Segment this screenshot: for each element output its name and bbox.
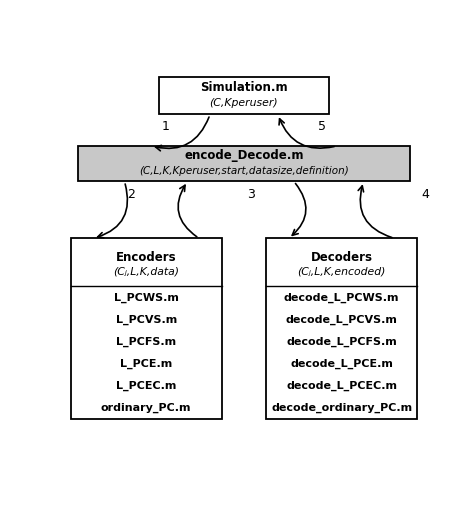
FancyBboxPatch shape xyxy=(159,77,329,114)
Text: (Cⱼ,L,K,data): (Cⱼ,L,K,data) xyxy=(113,267,179,277)
Text: decode_L_PCE.m: decode_L_PCE.m xyxy=(290,359,393,369)
Text: decode_L_PCFS.m: decode_L_PCFS.m xyxy=(287,337,397,347)
Text: 5: 5 xyxy=(318,120,326,133)
Text: (Cⱼ,L,K,encoded): (Cⱼ,L,K,encoded) xyxy=(298,267,386,277)
Text: decode_L_PCWS.m: decode_L_PCWS.m xyxy=(284,292,399,303)
Text: 2: 2 xyxy=(127,188,135,201)
Text: L_PCEC.m: L_PCEC.m xyxy=(116,381,177,391)
Text: ordinary_PC.m: ordinary_PC.m xyxy=(101,403,191,413)
FancyBboxPatch shape xyxy=(78,146,410,181)
Text: (C,Kperuser): (C,Kperuser) xyxy=(209,98,278,108)
Text: encode_Decode.m: encode_Decode.m xyxy=(184,149,304,162)
Text: Encoders: Encoders xyxy=(116,251,177,264)
FancyBboxPatch shape xyxy=(70,238,222,420)
Text: L_PCFS.m: L_PCFS.m xyxy=(116,337,176,347)
Text: decode_L_PCVS.m: decode_L_PCVS.m xyxy=(286,314,397,324)
Text: decode_L_PCEC.m: decode_L_PCEC.m xyxy=(286,381,397,391)
Text: 3: 3 xyxy=(248,188,255,201)
FancyBboxPatch shape xyxy=(266,238,417,420)
Text: Decoders: Decoders xyxy=(311,251,373,264)
Text: (C,L,K,Kperuser,start,datasize,definition): (C,L,K,Kperuser,start,datasize,definitio… xyxy=(139,166,349,176)
Text: decode_ordinary_PC.m: decode_ordinary_PC.m xyxy=(271,403,412,413)
Text: L_PCWS.m: L_PCWS.m xyxy=(114,292,178,303)
Text: L_PCE.m: L_PCE.m xyxy=(120,359,172,369)
Text: 4: 4 xyxy=(421,188,429,201)
Text: Simulation.m: Simulation.m xyxy=(200,81,288,95)
Text: 1: 1 xyxy=(162,120,170,133)
Text: L_PCVS.m: L_PCVS.m xyxy=(116,314,177,324)
